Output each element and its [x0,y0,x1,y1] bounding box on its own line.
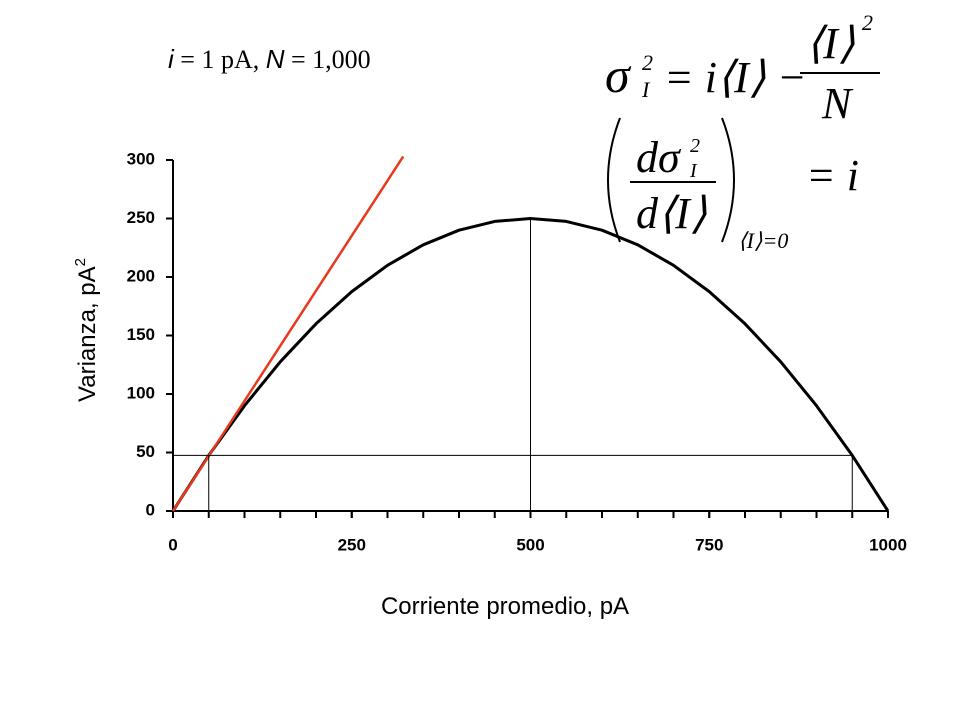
y-tick-label: 50 [136,442,155,461]
annotation-part: i [168,44,175,74]
formula-part: 2 [642,50,653,75]
formula-part: 2 [690,135,700,157]
annotation-part: N [266,44,285,74]
y-tick-label: 200 [127,266,155,285]
formula-part: d⟨I⟩ [636,189,707,238]
y-label-text: Varianza, pA [74,266,101,402]
x-tick-label: 1000 [869,535,907,554]
annotation-part: = 1,000 [285,45,371,74]
annotation-part: = 1 pA, [174,45,266,74]
x-tick-label: 250 [338,535,366,554]
formula-part: dσ [636,133,682,182]
formula-part: σ [605,47,632,103]
data-line [171,155,405,512]
y-tick-label: 150 [127,325,155,344]
x-axis-label: Corriente promedio, pA [381,593,629,620]
y-tick-label: 300 [127,149,155,168]
formula-part: ⟨I⟩ [806,19,855,68]
y-tick-label: 100 [127,383,155,402]
y-tick-label: 250 [127,208,155,227]
paren-left [607,117,621,243]
formula-part: I [689,160,698,182]
formula-part: ⟨I⟩=0 [738,228,788,253]
formula-part: I [641,77,651,102]
x-tick-label: 500 [516,535,544,554]
annotation: i = 1 pA, N = 1,000 [168,44,371,74]
y-axis-label: Varianza, pA2 [72,258,101,402]
formula-part: = i⟨I⟩ − [664,53,807,102]
y-tick-label: 0 [146,500,155,519]
formula-part: N [821,79,854,128]
formula-part: 2 [862,10,873,35]
y-label-sup: 2 [72,258,89,266]
x-tick-label: 0 [168,535,177,554]
formula-part: = i [806,151,859,200]
x-tick-label: 750 [695,535,723,554]
paren-right [721,117,735,243]
